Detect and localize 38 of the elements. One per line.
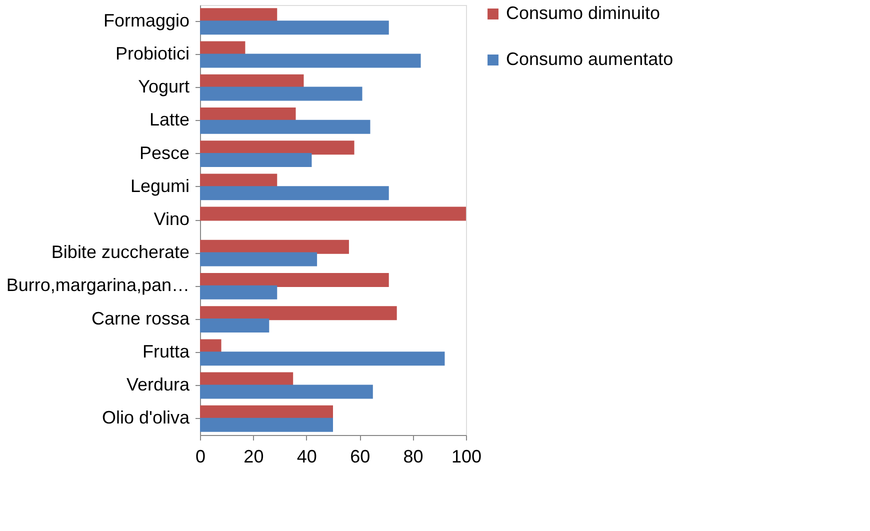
y-tick-label: Formaggio xyxy=(103,10,190,30)
y-tick-label: Vino xyxy=(154,209,190,229)
bar xyxy=(200,120,370,134)
y-tick-label: Carne rossa xyxy=(91,308,190,328)
bar xyxy=(200,306,397,320)
bar xyxy=(200,273,389,287)
y-tick-label: Frutta xyxy=(142,341,190,362)
x-tick-label: 40 xyxy=(296,446,317,466)
bar xyxy=(200,252,318,266)
bar xyxy=(200,54,421,68)
y-tick-label: Verdura xyxy=(126,374,190,395)
legend-label: Consumo aumentato xyxy=(506,49,674,69)
x-tick-label: 100 xyxy=(451,446,482,466)
y-tick-label: Burro,margarina,pan… xyxy=(6,275,190,296)
bar xyxy=(200,86,362,101)
y-tick-label: Bibite zuccherate xyxy=(51,242,190,262)
bar xyxy=(200,352,445,366)
y-tick-label: Latte xyxy=(149,110,190,130)
bar xyxy=(200,140,354,155)
bar xyxy=(200,153,312,167)
bar xyxy=(200,318,270,333)
bar xyxy=(200,20,389,35)
bar xyxy=(200,240,349,254)
bar xyxy=(200,384,373,399)
y-tick-label: Yogurt xyxy=(138,76,190,97)
bar xyxy=(200,186,389,200)
y-tick-label: Legumi xyxy=(130,176,190,196)
bar xyxy=(200,418,333,432)
x-tick-label: 0 xyxy=(195,446,206,466)
x-tick-label: 20 xyxy=(244,446,264,466)
x-tick-label: 80 xyxy=(403,446,424,466)
x-tick-label: 60 xyxy=(350,446,370,466)
bar xyxy=(200,285,278,300)
y-tick-label: Olio d'oliva xyxy=(102,408,190,428)
y-tick-label: Probiotici xyxy=(115,43,190,64)
bar xyxy=(200,206,466,221)
legend-label: Consumo diminuito xyxy=(506,3,660,23)
y-tick-label: Pesce xyxy=(139,142,190,163)
